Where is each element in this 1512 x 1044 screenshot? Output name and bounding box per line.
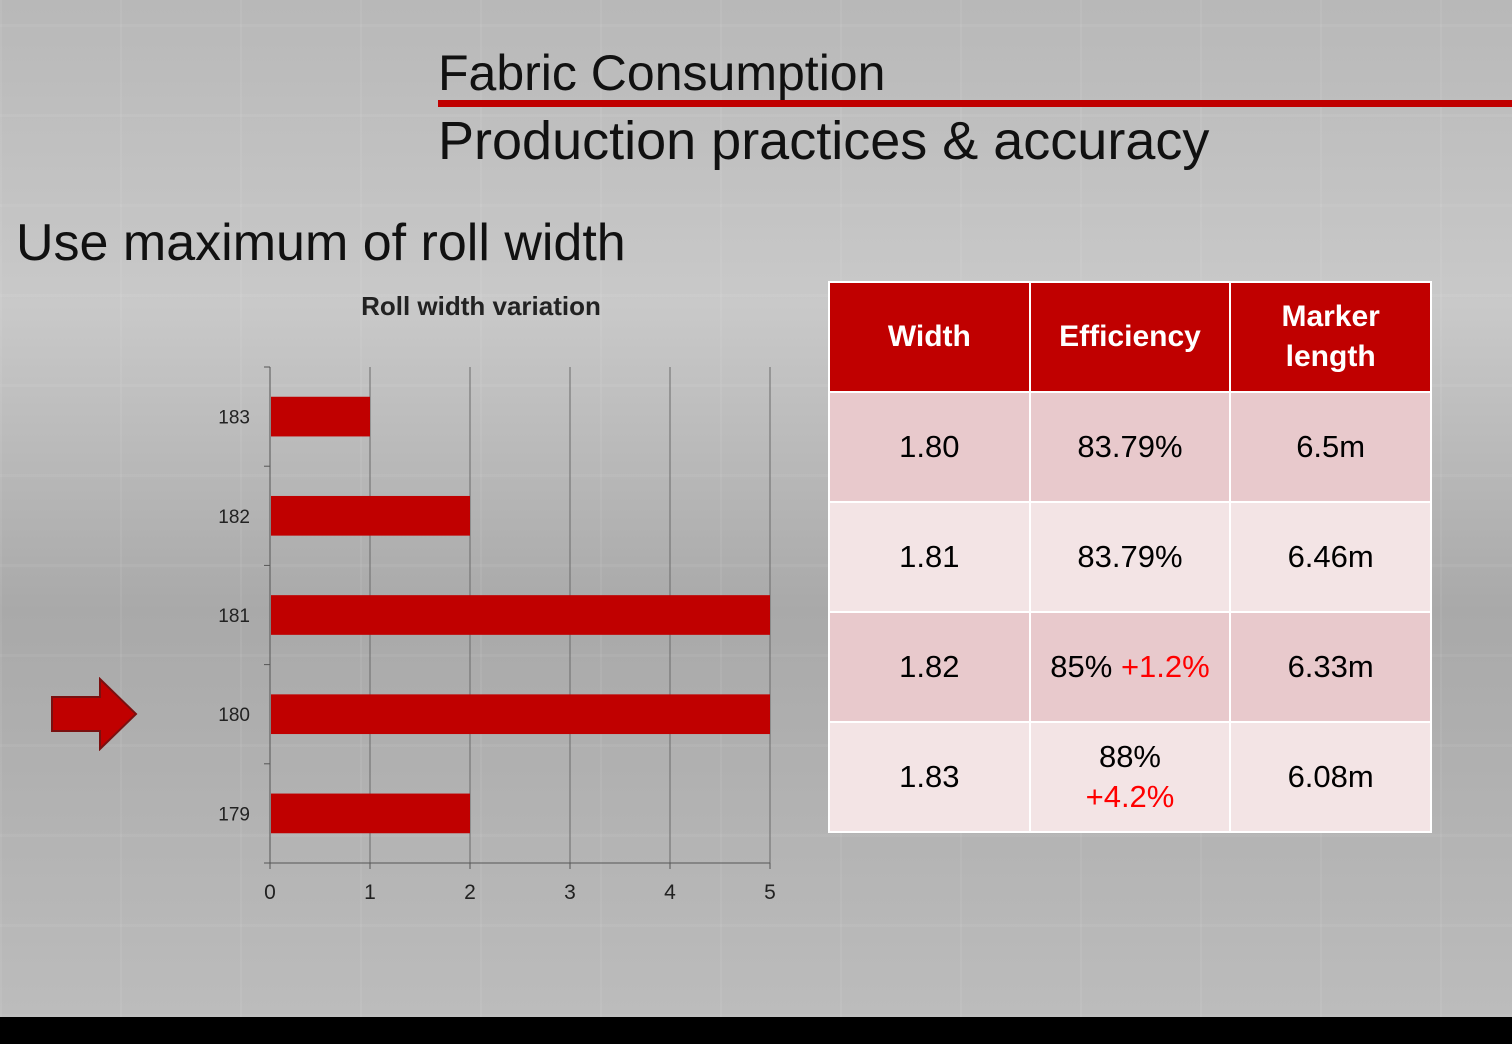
efficiency-delta: +4.2% (1085, 779, 1175, 814)
x-tick-label: 2 (464, 881, 476, 904)
header-width: Width (828, 281, 1031, 393)
cell-marker-length: 6.5m (1229, 391, 1432, 503)
table-row: 1.80 83.79% 6.5m (828, 391, 1432, 503)
table-header-row: Width Efficiency Marker length (828, 281, 1432, 393)
bottom-bar (0, 1017, 1512, 1044)
roll-width-chart: Roll width variation 183 182 181 180 179 0 1 2… (218, 291, 776, 904)
efficiency-value: 85% (1050, 649, 1113, 684)
cell-efficiency: 83.79% (1028, 391, 1232, 503)
cell-efficiency: 83.79% (1028, 501, 1232, 613)
y-tick-label: 183 (218, 408, 250, 429)
bar-183 (271, 396, 370, 437)
x-tick-label: 4 (664, 881, 676, 904)
chart-x-labels: 0 1 2 3 4 5 (264, 881, 776, 904)
cell-efficiency: 85% +1.2% (1028, 611, 1232, 723)
table-row: 1.81 83.79% 6.46m (828, 501, 1432, 613)
chart-y-labels: 183 182 181 180 179 (218, 408, 250, 826)
bar-181 (271, 595, 770, 635)
efficiency-value: 83.79% (1077, 429, 1183, 464)
cell-marker-length: 6.08m (1229, 721, 1432, 833)
header-efficiency: Efficiency (1028, 281, 1232, 393)
y-tick-label: 182 (218, 507, 250, 528)
cell-width: 1.81 (828, 501, 1031, 613)
x-tick-label: 5 (764, 881, 776, 904)
title-divider (438, 100, 1512, 107)
section-title: Use maximum of roll width (16, 214, 626, 272)
y-tick-label: 179 (218, 804, 250, 825)
y-tick-label: 181 (218, 606, 250, 627)
table-row: 1.82 85% +1.2% 6.33m (828, 611, 1432, 723)
slide-title: Fabric Consumption (438, 45, 886, 101)
table-row: 1.83 88% +4.2% 6.08m (828, 721, 1432, 833)
bar-180 (271, 694, 770, 735)
cell-width: 1.80 (828, 391, 1031, 503)
header-marker-length: Marker length (1229, 281, 1432, 393)
bar-179 (271, 793, 470, 834)
cell-width: 1.83 (828, 721, 1031, 833)
chart-title: Roll width variation (361, 291, 601, 321)
slide-subtitle: Production practices & accuracy (438, 111, 1210, 171)
cell-width: 1.82 (828, 611, 1031, 723)
efficiency-value: 83.79% (1077, 539, 1183, 574)
arrow-right-icon (51, 677, 138, 752)
cell-efficiency: 88% +4.2% (1028, 721, 1232, 833)
bar-182 (271, 495, 470, 536)
x-tick-label: 1 (364, 881, 376, 904)
chart-axes (264, 366, 771, 869)
x-tick-label: 3 (564, 881, 576, 904)
cell-marker-length: 6.46m (1229, 501, 1432, 613)
x-tick-label: 0 (264, 881, 276, 904)
width-efficiency-table: Width Efficiency Marker length 1.80 83.7… (828, 281, 1432, 833)
y-tick-label: 180 (218, 705, 250, 726)
chart-bars (271, 396, 770, 834)
efficiency-value: 88% (1098, 739, 1161, 774)
cell-marker-length: 6.33m (1229, 611, 1432, 723)
efficiency-delta: +1.2% (1120, 649, 1210, 684)
